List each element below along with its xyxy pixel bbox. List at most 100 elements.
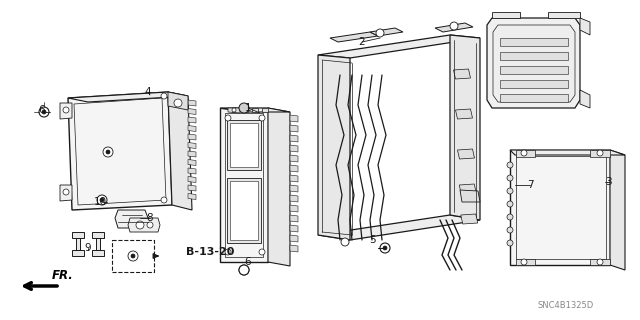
Polygon shape bbox=[460, 190, 480, 202]
Circle shape bbox=[507, 188, 513, 194]
Circle shape bbox=[225, 249, 231, 255]
Polygon shape bbox=[461, 214, 477, 224]
Circle shape bbox=[239, 265, 249, 275]
Text: B-13-20: B-13-20 bbox=[186, 247, 234, 257]
Circle shape bbox=[239, 265, 249, 275]
Circle shape bbox=[383, 246, 387, 250]
Text: 6: 6 bbox=[38, 105, 45, 115]
Polygon shape bbox=[188, 159, 196, 165]
Polygon shape bbox=[188, 100, 196, 106]
Text: 7: 7 bbox=[527, 180, 533, 190]
Circle shape bbox=[106, 150, 110, 154]
Circle shape bbox=[63, 107, 69, 113]
Polygon shape bbox=[500, 80, 568, 88]
Polygon shape bbox=[188, 194, 196, 199]
Polygon shape bbox=[590, 150, 610, 157]
Circle shape bbox=[161, 197, 167, 203]
Circle shape bbox=[507, 162, 513, 168]
Text: 6: 6 bbox=[244, 257, 252, 267]
Text: SNC4B1325D: SNC4B1325D bbox=[538, 301, 594, 310]
Circle shape bbox=[242, 268, 246, 272]
Polygon shape bbox=[516, 259, 535, 265]
Polygon shape bbox=[290, 165, 298, 172]
Circle shape bbox=[147, 222, 153, 228]
Polygon shape bbox=[188, 142, 196, 148]
Polygon shape bbox=[220, 108, 268, 262]
Circle shape bbox=[100, 198, 104, 202]
Circle shape bbox=[97, 195, 107, 205]
Polygon shape bbox=[500, 66, 568, 74]
Bar bbox=[230, 181, 258, 240]
Polygon shape bbox=[290, 155, 298, 162]
Circle shape bbox=[128, 251, 138, 261]
Polygon shape bbox=[290, 195, 298, 202]
Circle shape bbox=[131, 254, 135, 258]
Polygon shape bbox=[68, 92, 172, 210]
Polygon shape bbox=[610, 150, 625, 270]
Circle shape bbox=[259, 249, 265, 255]
Polygon shape bbox=[456, 109, 472, 119]
Polygon shape bbox=[188, 134, 196, 140]
Text: 5: 5 bbox=[369, 235, 375, 245]
Polygon shape bbox=[290, 125, 298, 132]
Polygon shape bbox=[168, 92, 192, 210]
Polygon shape bbox=[115, 210, 148, 228]
Polygon shape bbox=[232, 108, 238, 112]
Polygon shape bbox=[242, 108, 248, 112]
Polygon shape bbox=[290, 245, 298, 252]
Polygon shape bbox=[330, 32, 378, 42]
Polygon shape bbox=[580, 18, 590, 35]
Circle shape bbox=[376, 29, 384, 37]
Polygon shape bbox=[188, 108, 196, 115]
Circle shape bbox=[136, 221, 144, 229]
Polygon shape bbox=[370, 28, 403, 36]
Circle shape bbox=[507, 201, 513, 207]
Polygon shape bbox=[268, 108, 290, 266]
Circle shape bbox=[507, 240, 513, 246]
Polygon shape bbox=[290, 145, 298, 152]
Polygon shape bbox=[548, 12, 580, 18]
Polygon shape bbox=[318, 35, 480, 58]
Polygon shape bbox=[435, 23, 473, 32]
Polygon shape bbox=[92, 232, 104, 256]
Bar bbox=[227, 178, 261, 243]
Polygon shape bbox=[460, 184, 476, 194]
Polygon shape bbox=[262, 108, 268, 112]
Circle shape bbox=[507, 227, 513, 233]
Polygon shape bbox=[290, 185, 298, 192]
Circle shape bbox=[521, 150, 527, 156]
Circle shape bbox=[341, 238, 349, 246]
Polygon shape bbox=[590, 259, 610, 265]
Polygon shape bbox=[492, 12, 520, 18]
Circle shape bbox=[380, 243, 390, 253]
Bar bbox=[227, 120, 261, 170]
Bar bbox=[230, 123, 258, 167]
Polygon shape bbox=[188, 117, 196, 123]
Text: 3: 3 bbox=[605, 177, 611, 187]
Circle shape bbox=[259, 115, 265, 121]
Polygon shape bbox=[516, 156, 606, 259]
Polygon shape bbox=[68, 92, 188, 102]
Polygon shape bbox=[458, 149, 474, 159]
Circle shape bbox=[239, 103, 249, 113]
Polygon shape bbox=[74, 98, 166, 205]
Circle shape bbox=[597, 150, 603, 156]
Polygon shape bbox=[60, 103, 72, 119]
Circle shape bbox=[232, 108, 236, 112]
Polygon shape bbox=[290, 205, 298, 212]
Polygon shape bbox=[128, 218, 160, 232]
Circle shape bbox=[521, 259, 527, 265]
Polygon shape bbox=[318, 55, 350, 240]
Polygon shape bbox=[188, 177, 196, 182]
Circle shape bbox=[507, 214, 513, 220]
Polygon shape bbox=[500, 94, 568, 102]
Polygon shape bbox=[168, 92, 188, 110]
Polygon shape bbox=[510, 150, 610, 265]
Text: 4: 4 bbox=[145, 87, 151, 97]
Circle shape bbox=[507, 175, 513, 181]
Polygon shape bbox=[225, 113, 263, 257]
Polygon shape bbox=[290, 225, 298, 232]
Circle shape bbox=[42, 110, 46, 114]
Polygon shape bbox=[188, 185, 196, 191]
Polygon shape bbox=[493, 25, 575, 102]
